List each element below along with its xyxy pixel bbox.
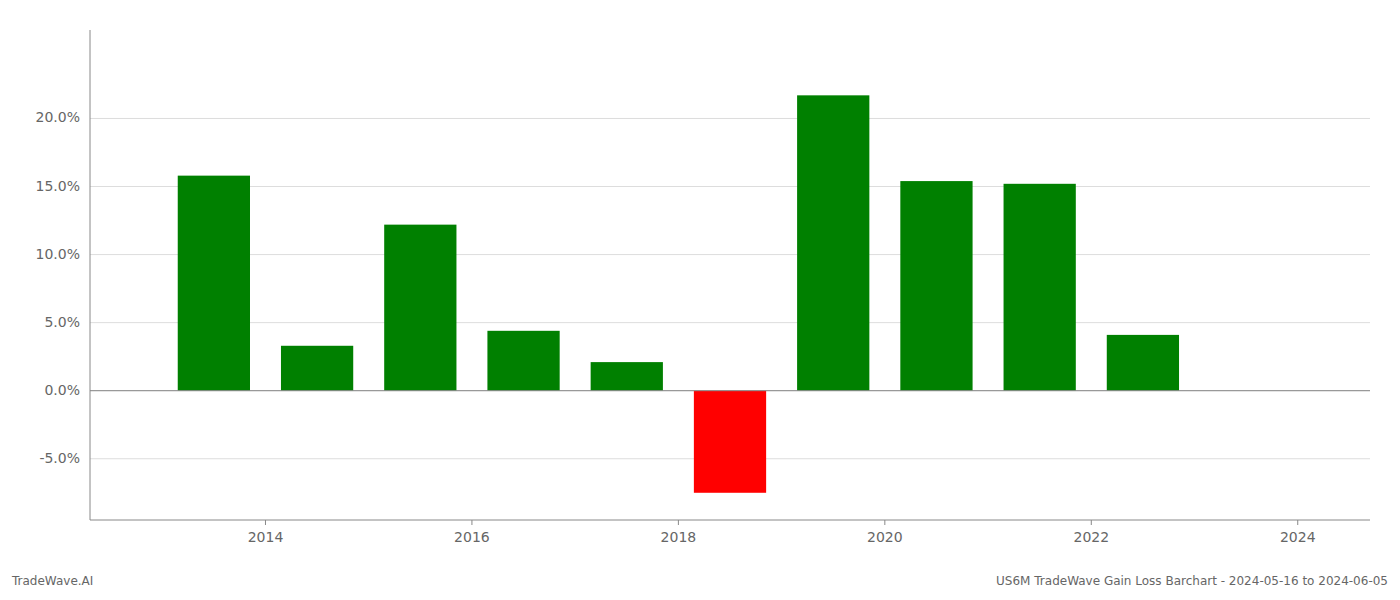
- footer-right: US6M TradeWave Gain Loss Barchart - 2024…: [996, 574, 1388, 588]
- footer-left: TradeWave.AI: [11, 574, 93, 588]
- grid-line: [90, 322, 1370, 323]
- y-tick-label: 15.0%: [36, 178, 80, 194]
- grid-line: [90, 186, 1370, 187]
- x-tick-label: 2022: [1073, 529, 1109, 545]
- grid-line: [90, 118, 1370, 119]
- y-tick-label: 20.0%: [36, 109, 80, 125]
- bar: [1004, 184, 1076, 391]
- bar: [487, 331, 559, 391]
- y-tick-label: -5.0%: [39, 450, 80, 466]
- x-tick: [471, 520, 472, 525]
- x-tick: [1297, 520, 1298, 525]
- bar: [797, 95, 869, 390]
- x-tick-label: 2020: [867, 529, 903, 545]
- x-tick-label: 2018: [661, 529, 697, 545]
- bar: [281, 346, 353, 391]
- grid-line: [90, 390, 1370, 391]
- bar: [178, 176, 250, 391]
- y-tick-label: 10.0%: [36, 246, 80, 262]
- zero-line: [90, 390, 1370, 391]
- bar: [1107, 335, 1179, 391]
- bar: [900, 181, 972, 391]
- x-tick: [884, 520, 885, 525]
- x-tick: [265, 520, 266, 525]
- x-tick-label: 2014: [248, 529, 284, 545]
- x-tick: [1091, 520, 1092, 525]
- bars: [178, 95, 1179, 492]
- bar: [591, 362, 663, 391]
- y-tick-label: 0.0%: [44, 382, 80, 398]
- grid-line: [90, 254, 1370, 255]
- x-axis-line: [90, 520, 1370, 521]
- bar: [384, 225, 456, 391]
- bar: [694, 391, 766, 493]
- x-tick-label: 2024: [1280, 529, 1316, 545]
- x-tick: [678, 520, 679, 525]
- y-tick-label: 5.0%: [44, 314, 80, 330]
- chart: -5.0% 0.0% 5.0% 10.0% 15.0% 20.0% 2014 2016 2018…: [0, 0, 1400, 600]
- y-axis-line: [90, 30, 91, 520]
- x-tick-label: 2016: [454, 529, 490, 545]
